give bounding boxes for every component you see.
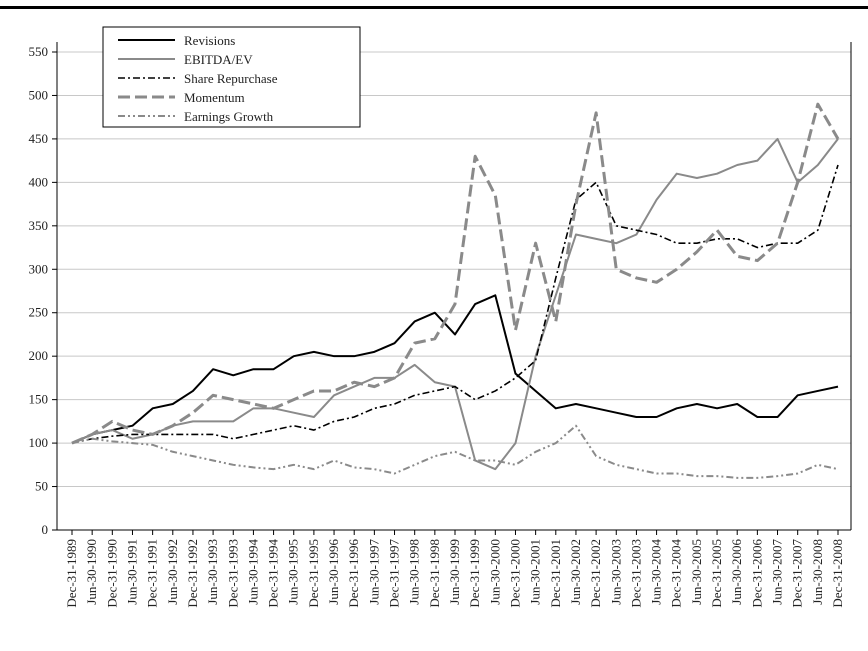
x-tick-label: Jun-30-1999 — [447, 539, 462, 605]
x-tick-label: Jun-30-2004 — [649, 539, 664, 605]
x-tick-label: Dec-31-2004 — [669, 539, 684, 608]
x-tick-label: Jun-30-2008 — [810, 539, 825, 605]
x-tick-label: Dec-31-2001 — [548, 539, 563, 608]
x-tick-label: Jun-30-2001 — [528, 539, 543, 605]
x-tick-label: Dec-31-2002 — [588, 539, 603, 608]
y-tick-label: 300 — [29, 261, 49, 276]
y-tick-label: 550 — [29, 44, 49, 59]
x-tick-label: Dec-31-1996 — [346, 539, 361, 608]
x-tick-label: Jun-30-1993 — [205, 539, 220, 605]
legend-label: Share Repurchase — [184, 71, 278, 86]
legend-label: Revisions — [184, 33, 235, 48]
x-tick-label: Dec-31-1994 — [266, 539, 281, 608]
y-tick-label: 250 — [29, 305, 49, 320]
x-tick-label: Jun-30-2007 — [770, 539, 785, 605]
x-tick-label: Dec-31-1993 — [225, 539, 240, 608]
x-tick-label: Dec-31-1999 — [467, 539, 482, 608]
x-tick-label: Jun-30-1998 — [407, 539, 422, 605]
x-tick-label: Jun-30-1994 — [245, 539, 260, 605]
y-tick-label: 350 — [29, 218, 49, 233]
x-tick-label: Dec-31-1991 — [145, 539, 160, 608]
x-tick-label: Jun-30-1992 — [165, 539, 180, 605]
series-line — [71, 294, 839, 445]
x-tick-label: Jun-30-1995 — [286, 539, 301, 605]
y-tick-label: 50 — [35, 479, 48, 494]
x-tick-label: Jun-30-2002 — [568, 539, 583, 605]
y-tick-label: 0 — [42, 522, 49, 537]
y-tick-label: 450 — [29, 131, 49, 146]
x-tick-label: Dec-31-1995 — [306, 539, 321, 608]
x-tick-label: Jun-30-1996 — [326, 539, 341, 605]
x-tick-label: Jun-30-2005 — [689, 539, 704, 605]
x-tick-label: Dec-31-2008 — [830, 539, 845, 608]
x-tick-label: Dec-31-2006 — [749, 539, 764, 608]
x-tick-label: Dec-31-2007 — [790, 539, 805, 608]
x-tick-label: Dec-31-1989 — [64, 539, 79, 608]
y-tick-label: 150 — [29, 392, 49, 407]
legend-label: EBITDA/EV — [184, 52, 253, 67]
y-tick-label: 500 — [29, 87, 49, 102]
y-tick-label: 400 — [29, 174, 49, 189]
x-tick-label: Jun-30-1997 — [366, 539, 381, 605]
x-tick-label: Dec-31-1997 — [387, 539, 402, 608]
x-tick-label: Dec-31-1990 — [104, 539, 119, 608]
x-tick-label: Jun-30-2000 — [487, 539, 502, 605]
top-rule — [0, 6, 868, 9]
x-tick-label: Dec-31-1998 — [427, 539, 442, 608]
x-tick-label: Jun-30-1990 — [84, 539, 99, 605]
x-tick-label: Jun-30-2006 — [729, 539, 744, 605]
legend-label: Earnings Growth — [184, 109, 274, 124]
legend-label: Momentum — [184, 90, 245, 105]
series-line — [71, 424, 839, 479]
x-tick-label: Dec-31-2003 — [628, 539, 643, 608]
y-tick-label: 100 — [29, 435, 49, 450]
y-tick-label: 200 — [29, 348, 49, 363]
x-tick-label: Jun-30-1991 — [124, 539, 139, 605]
legend: Revisions EBITDA/EV Share Repurchase Moment… — [102, 26, 361, 128]
x-tick-label: Jun-30-2003 — [608, 539, 623, 605]
x-tick-label: Dec-31-1992 — [185, 539, 200, 608]
x-tick-label: Dec-31-2005 — [709, 539, 724, 608]
x-tick-label: Dec-31-2000 — [507, 539, 522, 608]
series-line — [71, 164, 839, 444]
legend-box — [102, 26, 361, 128]
series-line — [71, 102, 840, 445]
